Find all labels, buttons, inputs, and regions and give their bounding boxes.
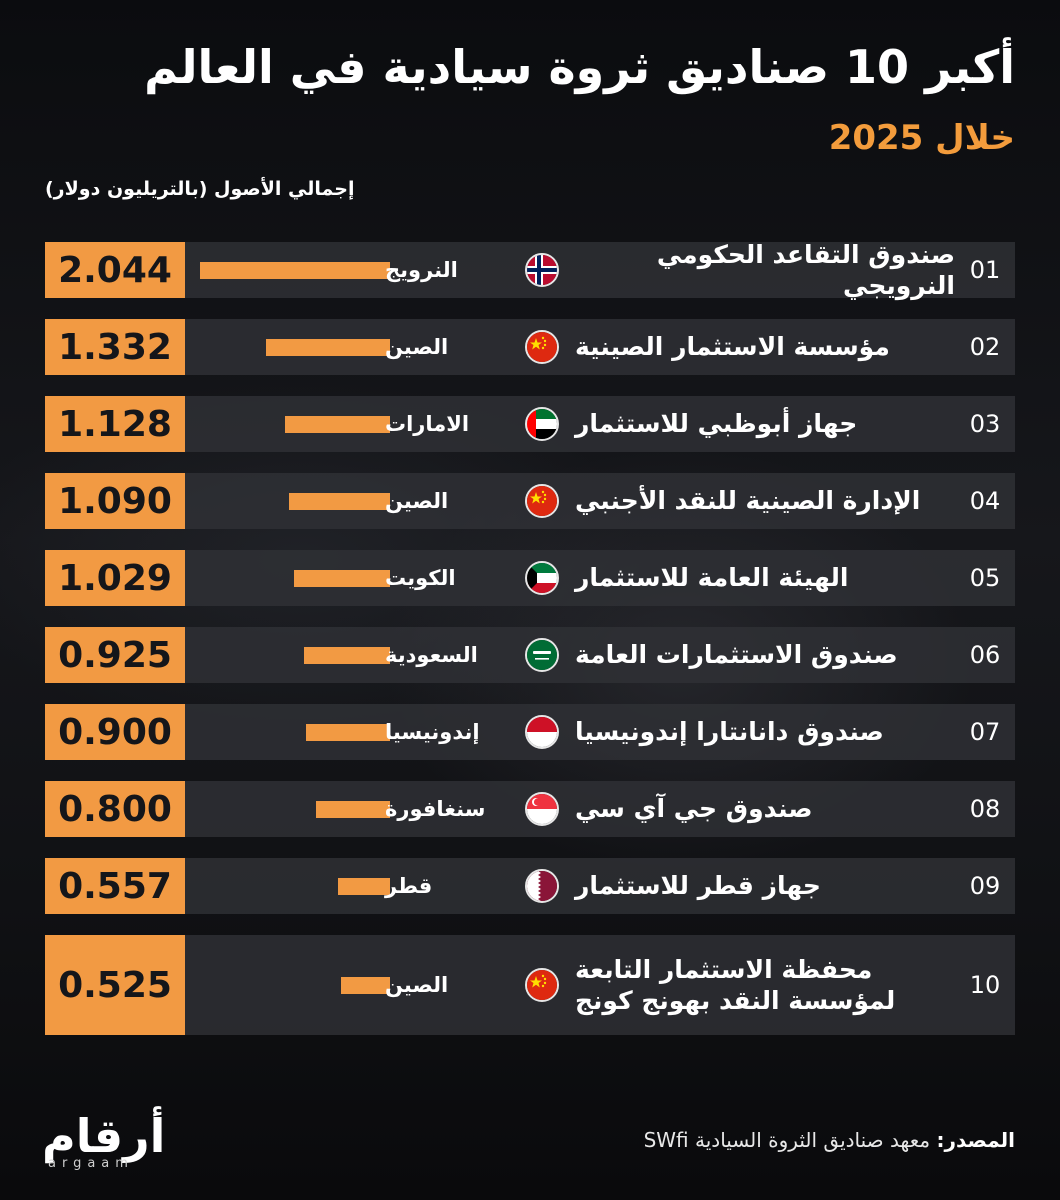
- kuwait-flag-icon: [525, 561, 559, 595]
- uae-flag-icon: [525, 407, 559, 441]
- rank-number: 08: [969, 795, 1001, 823]
- rank-number: 03: [969, 410, 1001, 438]
- rank-number: 09: [969, 872, 1001, 900]
- fund-name-line: جهاز قطر للاستثمار: [575, 871, 821, 901]
- rank-number: 07: [969, 718, 1001, 746]
- chart-row: 2.044 النرويج صندوق التقاعد الحكومي النروي…: [45, 240, 1015, 300]
- source-text: معهد صناديق الثروة السيادية SWfi: [643, 1128, 931, 1152]
- data-label: 0.900: [45, 704, 185, 760]
- source-note: المصدر: معهد صناديق الثروة السيادية SWfi: [415, 1128, 1015, 1152]
- country-label: الامارات: [385, 412, 470, 436]
- bar: [338, 878, 390, 895]
- fund-name-line: صندوق الاستثمارات العامة: [575, 640, 898, 670]
- country-label: النرويج: [385, 258, 458, 282]
- indonesia-flag-icon: [525, 715, 559, 749]
- fund-name-line: محفظة الاستثمار التابعة: [575, 954, 873, 984]
- argaam-logo: أرقام argaam: [42, 1112, 192, 1182]
- data-label: 0.800: [45, 781, 185, 837]
- fund-name-line: جهاز أبوظبي للاستثمار: [575, 409, 858, 439]
- china-flag-icon: [525, 330, 559, 364]
- bar: [294, 570, 390, 587]
- china-flag-icon: [525, 968, 559, 1002]
- country-label: الكويت: [385, 566, 456, 590]
- fund-name-line: مؤسسة الاستثمار الصينية: [575, 332, 890, 362]
- page-subtitle: خلال 2025: [828, 118, 1015, 158]
- chart-row: 1.029 الكويت الهيئة العامة للاستثمار 05: [45, 550, 1015, 606]
- data-label: 0.557: [45, 858, 185, 914]
- logo-latin: argaam: [48, 1156, 134, 1171]
- country-label: السعودية: [385, 643, 478, 667]
- fund-name: جهاز أبوظبي للاستثمار: [575, 396, 955, 452]
- qatar-flag-icon: [525, 869, 559, 903]
- data-label: 1.029: [45, 550, 185, 606]
- bar: [285, 416, 390, 433]
- fund-name: صندوق التقاعد الحكومي النرويجي: [575, 240, 955, 300]
- country-label: الصين: [385, 973, 449, 997]
- norway-flag-icon: [525, 253, 559, 287]
- rank-number: 04: [969, 487, 1001, 515]
- bar: [316, 801, 390, 818]
- fund-name: مؤسسة الاستثمار الصينية: [575, 319, 955, 375]
- data-label: 1.128: [45, 396, 185, 452]
- data-label: 0.525: [45, 935, 185, 1035]
- chart-row: 0.557 قطر جهاز قطر للاستثمار 09: [45, 858, 1015, 914]
- fund-name: محفظة الاستثمار التابعة لمؤسسة النقد بهون…: [575, 935, 955, 1035]
- axis-label: إجمالي الأصول (بالتريليون دولار): [45, 178, 355, 200]
- page-title: أكبر 10 صناديق ثروة سيادية في العالم: [144, 40, 1015, 94]
- data-label: 1.332: [45, 319, 185, 375]
- singapore-flag-icon: [525, 792, 559, 826]
- fund-name: صندوق الاستثمارات العامة: [575, 627, 955, 683]
- country-label: سنغافورة: [385, 797, 486, 821]
- logo-arabic: أرقام: [42, 1109, 166, 1163]
- country-label: الصين: [385, 489, 449, 513]
- chart-row: 1.332 الصين مؤسسة الاستثمار الصينية 02: [45, 319, 1015, 375]
- chart-row: 0.900 إندونيسيا صندوق دانانتارا إندونيسيا 0…: [45, 704, 1015, 760]
- fund-name-line: صندوق التقاعد الحكومي النرويجي: [656, 239, 955, 300]
- rank-number: 05: [969, 564, 1001, 592]
- rank-number: 01: [969, 256, 1001, 284]
- fund-name-line: صندوق جي آي سي: [575, 794, 813, 824]
- fund-name: صندوق دانانتارا إندونيسيا: [575, 704, 955, 760]
- fund-name: صندوق جي آي سي: [575, 781, 955, 837]
- chart-row: 1.090 الصين الإدارة الصينية للنقد الأجنبي 0…: [45, 473, 1015, 529]
- fund-name-line: الهيئة العامة للاستثمار: [575, 563, 849, 593]
- chart-row: 0.525 الصين محفظة الاستثمار التابعة لمؤسسة …: [45, 935, 1015, 1035]
- bar: [266, 339, 390, 356]
- chart-row: 0.800 سنغافورة صندوق جي آي سي 08: [45, 781, 1015, 837]
- data-label: 0.925: [45, 627, 185, 683]
- saudi-flag-icon: [525, 638, 559, 672]
- fund-name-line: صندوق دانانتارا إندونيسيا: [575, 717, 884, 747]
- rank-number: 02: [969, 333, 1001, 361]
- source-label: المصدر:: [936, 1128, 1015, 1152]
- fund-name: جهاز قطر للاستثمار: [575, 858, 955, 914]
- data-label: 2.044: [45, 242, 185, 298]
- data-label: 1.090: [45, 473, 185, 529]
- rank-number: 06: [969, 641, 1001, 669]
- chart-row: 1.128 الامارات جهاز أبوظبي للاستثمار 03: [45, 396, 1015, 452]
- bar: [341, 977, 390, 994]
- rank-number: 10: [969, 971, 1001, 999]
- fund-name-line: الإدارة الصينية للنقد الأجنبي: [575, 486, 921, 516]
- bar: [306, 724, 390, 741]
- fund-name: الإدارة الصينية للنقد الأجنبي: [575, 473, 955, 529]
- bar: [304, 647, 390, 664]
- bar: [200, 262, 390, 279]
- china-flag-icon: [525, 484, 559, 518]
- country-label: إندونيسيا: [385, 720, 480, 744]
- chart-row: 0.925 السعودية صندوق الاستثمارات العامة 06: [45, 627, 1015, 683]
- country-label: قطر: [385, 874, 433, 898]
- fund-name: الهيئة العامة للاستثمار: [575, 550, 955, 606]
- country-label: الصين: [385, 335, 449, 359]
- bar: [289, 493, 390, 510]
- fund-name-line: لمؤسسة النقد بهونج كونج: [575, 986, 896, 1015]
